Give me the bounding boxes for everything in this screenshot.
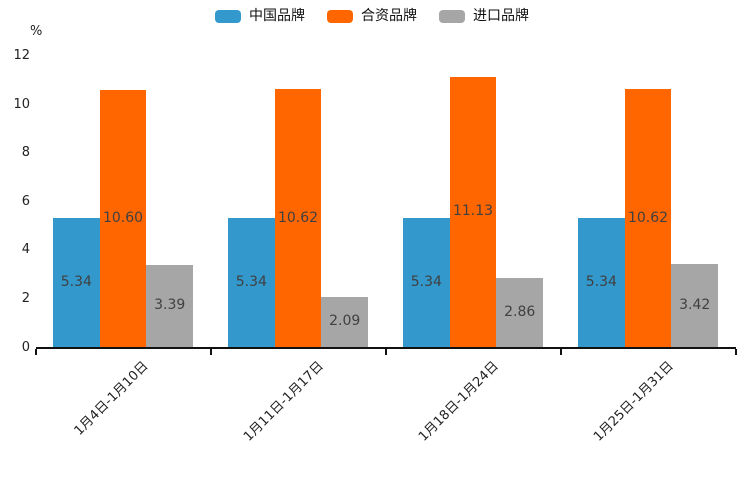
bar-value-label: 10.62 [277,209,319,226]
bar [578,217,625,348]
legend-label: 合资品牌 [361,8,417,24]
legend-label: 进口品牌 [473,8,529,24]
bar [449,77,497,348]
x-axis-label: 1月4日-1月10日 [71,358,152,439]
y-axis-unit-label: % [30,24,43,39]
x-axis-label: 1月25日-1月31日 [591,358,677,445]
bar [274,89,322,348]
bar [228,217,275,348]
y-axis-tick-label: 0 [21,339,30,355]
x-axis-tick [560,348,562,355]
legend-item: 合资品牌 [327,8,417,25]
bar [99,89,147,348]
legend-swatch-icon [439,10,465,23]
y-axis-tick-label: 2 [21,290,30,306]
x-axis-tick [210,348,212,355]
legend-label: 中国品牌 [249,8,305,24]
y-axis-tick-label: 10 [13,96,30,112]
bar-value-label: 5.34 [410,273,442,290]
legend-item: 进口品牌 [439,8,529,25]
bar [321,296,369,348]
bar-value-label: 3.42 [679,296,711,313]
x-axis-label: 1月18日-1月24日 [416,358,502,445]
legend-item: 中国品牌 [215,8,305,25]
bar [671,264,719,348]
bar-value-label: 10.60 [102,209,144,226]
x-axis-label: 1月11日-1月17日 [241,358,327,445]
bar-value-label: 2.09 [329,313,361,330]
y-axis-tick-label: 6 [21,193,30,209]
bar-value-label: 5.34 [235,273,267,290]
y-axis-tick-label: 12 [13,47,30,63]
bar-value-label: 10.62 [627,209,669,226]
x-axis-tick [385,348,387,355]
bar-value-label: 2.86 [504,303,536,320]
y-axis-tick-label: 4 [21,242,30,258]
x-axis-tick [35,348,37,355]
bar [146,265,194,348]
bar [624,89,672,348]
bar-value-label: 5.34 [60,273,92,290]
legend-swatch-icon [327,10,353,23]
bar [403,217,450,348]
bar [53,217,100,348]
x-axis-line [36,346,736,349]
bar-value-label: 5.34 [585,273,617,290]
bar-value-label: 3.39 [154,297,186,314]
bar [496,278,544,348]
y-axis-tick-label: 8 [21,145,30,161]
legend: 中国品牌 合资品牌 进口品牌 [0,8,744,25]
x-axis-tick [735,348,737,355]
legend-swatch-icon [215,10,241,23]
bar-value-label: 11.13 [452,203,494,220]
